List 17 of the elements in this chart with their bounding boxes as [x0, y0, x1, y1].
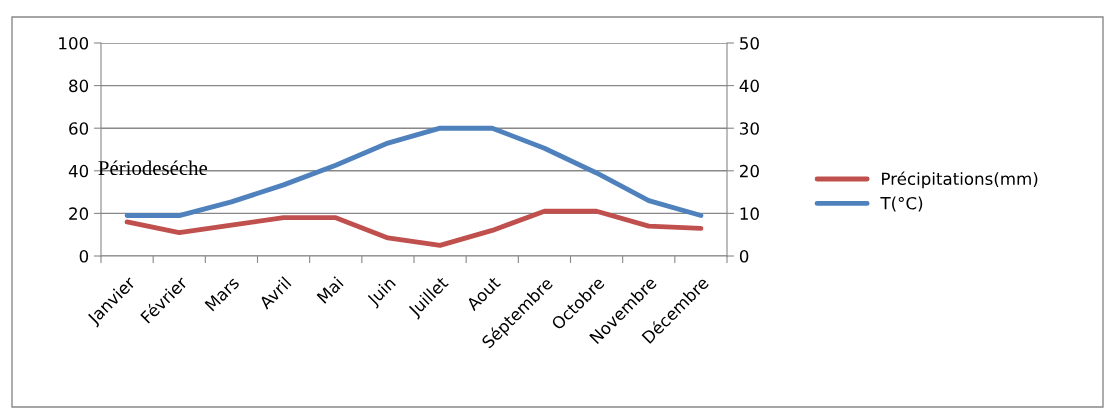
y-tick-label: 0	[79, 249, 89, 263]
y2-tick-label: 0	[739, 249, 749, 263]
line-series	[124, 208, 704, 248]
y-tick-label: 20	[69, 207, 89, 220]
y2-tick-label: 50	[740, 36, 759, 50]
annotation: Périodeséche	[98, 160, 208, 176]
legend-label: T(°C)	[880, 196, 923, 212]
legend-label: Précipitations(mm)	[882, 171, 1038, 189]
y2-tick-label: 20	[740, 164, 759, 178]
x-tick-label: Mai	[316, 276, 344, 304]
y2-tick-label: 40	[739, 79, 759, 93]
y2-tick-label: 30	[740, 122, 759, 135]
y-tick-label: 40	[68, 164, 89, 178]
y-tick-label: 80	[69, 79, 89, 93]
y-tick-label: 60	[69, 122, 89, 135]
y-tick-label: 100	[59, 36, 89, 50]
y2-tick-label: 10	[740, 207, 759, 220]
